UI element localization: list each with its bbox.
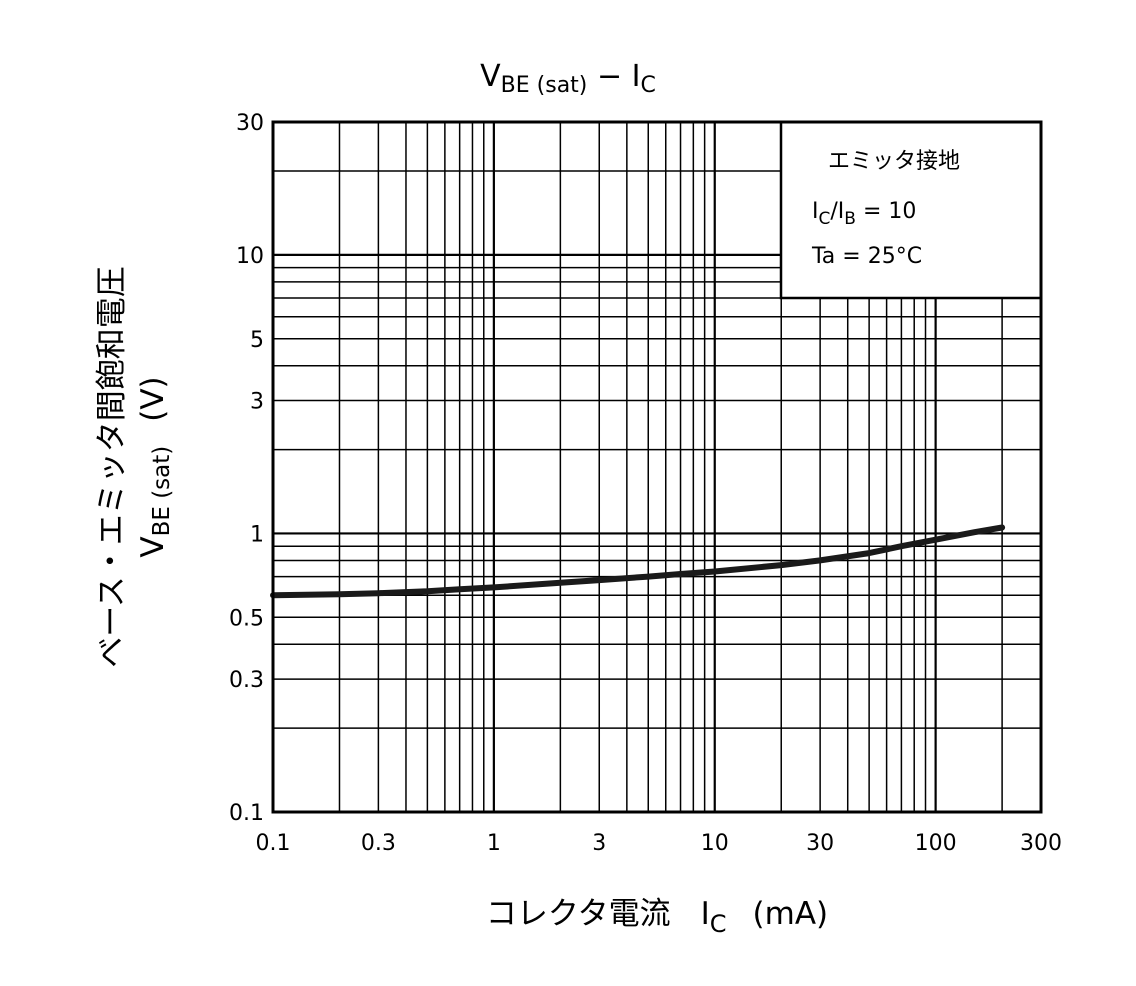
y-tick-label: 1 <box>250 522 264 547</box>
legend-line-3: Ta = 25°C <box>811 244 922 269</box>
x-axis-label: コレクタ電流 IC (mA) <box>486 896 828 938</box>
x-tick-label: 0.3 <box>361 831 396 856</box>
y-tick-label: 10 <box>236 244 264 269</box>
y-axis-label-line-2: VBE (sat) (V) <box>135 376 175 557</box>
y-axis-label-v-sub: BE (sat) <box>149 446 175 537</box>
x-tick-label: 30 <box>806 831 834 856</box>
plot-frame <box>271 120 1043 814</box>
y-tick-label: 3 <box>250 390 264 415</box>
x-axis-label-text: コレクタ電流 <box>486 896 671 932</box>
y-axis-label-v: V <box>135 536 171 557</box>
legend-ic: I <box>812 199 819 224</box>
chart-title: VBE (sat) − IC <box>480 59 656 98</box>
legend-ratio: = 10 <box>856 199 916 224</box>
data-series <box>270 524 1006 599</box>
y-tick-label: 0.3 <box>229 668 264 693</box>
x-tick-label: 100 <box>915 831 957 856</box>
y-tick-label: 5 <box>250 328 264 353</box>
title-v: V <box>480 59 501 94</box>
x-tick-label: 10 <box>701 831 729 856</box>
x-tick-label: 300 <box>1020 831 1062 856</box>
legend-line-2: IC/IB = 10 <box>812 199 916 229</box>
y-tick-label: 0.5 <box>229 606 264 631</box>
legend-line-1: エミッタ接地 <box>828 149 960 174</box>
legend-slash: /I <box>830 199 844 224</box>
x-axis-label-unit: (mA) <box>753 896 829 932</box>
title-v-sub: BE (sat) <box>501 73 588 98</box>
legend: エミッタ接地 IC/IB = 10 Ta = 25°C <box>779 120 1043 300</box>
x-axis-label-i: I <box>701 896 710 932</box>
x-tick-label: 3 <box>592 831 606 856</box>
legend-ib-sub: B <box>844 209 856 229</box>
vbe-sat-curve <box>270 524 1006 599</box>
y-tick-label: 30 <box>236 111 264 136</box>
x-tick-label: 0.1 <box>256 831 291 856</box>
y-axis-label-line-1: ベース・エミッタ間飽和電圧 <box>94 266 130 667</box>
legend-ic-sub: C <box>819 209 831 229</box>
x-axis-label-i-sub: C <box>710 910 727 938</box>
y-axis-label-unit: (V) <box>135 376 171 421</box>
x-tick-labels: 0.1 0.3 1 3 10 30 100 300 <box>256 831 1063 856</box>
y-tick-labels: 0.1 0.3 0.5 1 3 5 10 30 <box>229 111 264 826</box>
x-tick-label: 1 <box>487 831 501 856</box>
title-dash: − <box>587 59 631 94</box>
title-i: I <box>632 59 641 94</box>
y-tick-label: 0.1 <box>229 801 264 826</box>
title-i-sub: C <box>640 73 655 98</box>
